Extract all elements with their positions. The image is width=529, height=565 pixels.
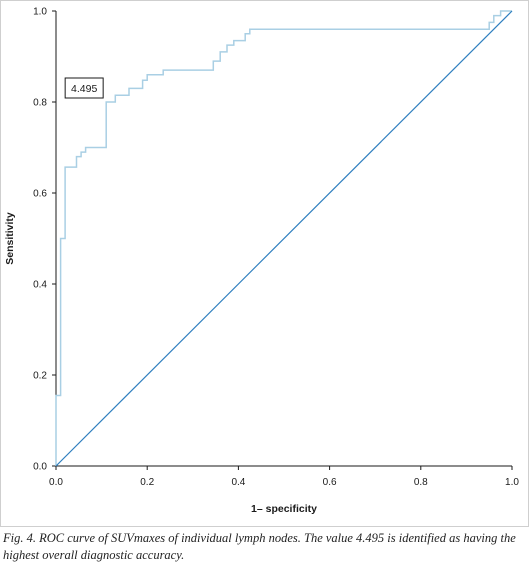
x-tick-label: 0.8	[414, 477, 428, 488]
reference-diagonal-line	[55, 10, 513, 467]
x-tick-label: 0.4	[231, 477, 245, 488]
chart-annotations: 4.495	[64, 77, 104, 99]
x-tick-label: 0.6	[323, 477, 337, 488]
chart-axes: 0.0 0.2 0.4 0.6 0.8 1.0 0.0 0.2 0.4 0.6 0.8 1.0	[33, 7, 519, 489]
x-tick-label: 0.2	[140, 477, 154, 488]
callout-box	[64, 77, 104, 99]
callout-label: 4.495	[71, 83, 97, 95]
y-axis-title: Sensitivity	[4, 212, 16, 265]
y-tick-label: 0.6	[33, 189, 47, 200]
roc-chart: 0.0 0.2 0.4 0.6 0.8 1.0 0.0 0.2 0.4 0.6 0.8 1.0 4.4…	[4, 7, 519, 516]
x-axis-title: 1– specificity	[251, 503, 317, 515]
chart-series	[55, 10, 513, 467]
y-tick-label: 0.2	[33, 371, 47, 382]
x-tick-label: 0.0	[49, 477, 63, 488]
y-tick-label: 0.0	[33, 462, 47, 473]
figure-caption: Fig. 4. ROC curve of SUVmaxes of individ…	[3, 531, 516, 562]
y-tick-label: 0.4	[33, 280, 47, 291]
x-tick-label: 1.0	[505, 477, 519, 488]
roc-curve-line	[55, 10, 512, 466]
y-tick-label: 1.0	[33, 7, 47, 18]
y-tick-label: 0.8	[33, 98, 47, 109]
